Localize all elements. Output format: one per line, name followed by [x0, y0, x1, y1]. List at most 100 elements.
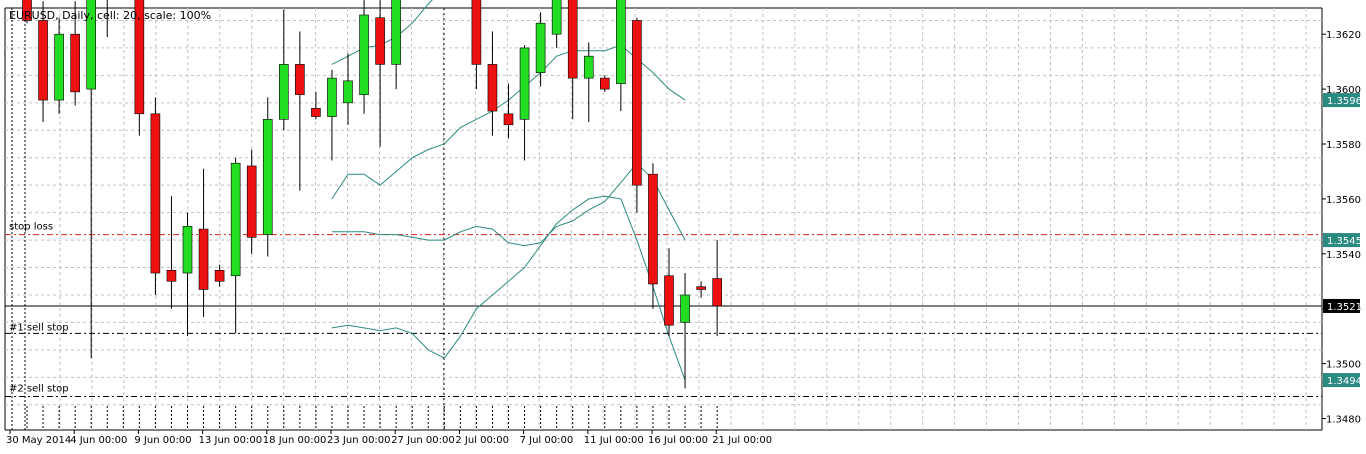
candle[interactable]	[246, 149, 257, 254]
candle[interactable]	[471, 0, 482, 90]
candle-body-bear	[599, 77, 610, 90]
sell-stop-2-label: #2 sell stop	[9, 384, 69, 395]
candle-body-bull	[391, 0, 401, 65]
candle-body-bull	[519, 47, 530, 120]
y-tick-label: 1.3600	[1326, 85, 1361, 96]
candle-body-bear	[295, 64, 305, 95]
current-price-badge: 1.3521	[1323, 298, 1362, 313]
candle[interactable]	[696, 281, 706, 298]
candle[interactable]	[503, 83, 514, 139]
candle[interactable]	[632, 17, 642, 213]
candle-body-bear	[471, 0, 482, 65]
x-tick-label: 23 Jun 00:00	[327, 435, 391, 446]
candle[interactable]	[166, 196, 177, 309]
candle-body-bull	[680, 294, 690, 323]
badge-label: 1.3521	[1327, 302, 1362, 313]
candle-body-bear	[150, 113, 161, 274]
candle-body-bear	[487, 64, 498, 112]
candle[interactable]	[214, 264, 225, 287]
candle[interactable]	[295, 31, 305, 191]
candle[interactable]	[535, 12, 546, 87]
candle[interactable]	[86, 0, 96, 359]
candle[interactable]	[22, 0, 32, 24]
sell-stop-1-label: #1 sell stop	[9, 322, 69, 333]
candle[interactable]	[680, 273, 690, 389]
candle[interactable]	[311, 91, 321, 120]
candle[interactable]	[230, 157, 241, 334]
stop-loss-label: stop loss	[9, 222, 53, 233]
candle[interactable]	[616, 0, 626, 112]
candle[interactable]	[134, 0, 145, 136]
candle-body-bear	[712, 278, 722, 307]
candle[interactable]	[103, 0, 112, 37]
candle[interactable]	[567, 0, 578, 120]
candle-body-bear	[503, 113, 514, 126]
candle-body-bear	[38, 20, 48, 101]
badge-label: 1.3494	[1327, 376, 1362, 387]
candle-body-bear	[198, 228, 209, 290]
band-middle-line	[331, 0, 433, 65]
candle-body-bull	[535, 22, 546, 73]
candle[interactable]	[198, 168, 209, 317]
badge-label: 1.3545	[1327, 236, 1362, 247]
candle-body-bull	[327, 77, 337, 117]
candle-body-bear	[375, 17, 385, 65]
candle-body-bull	[616, 0, 626, 84]
candle-body-bear	[214, 269, 225, 282]
candles	[22, 0, 722, 389]
candle[interactable]	[583, 42, 594, 123]
candle[interactable]	[70, 1, 80, 106]
y-tick-label: 1.3620	[1326, 30, 1361, 41]
candle[interactable]	[664, 248, 674, 337]
y-tick-label: 1.3480	[1326, 415, 1361, 426]
candle[interactable]	[262, 97, 273, 257]
candle[interactable]	[343, 53, 353, 125]
candle[interactable]	[712, 240, 722, 337]
candle[interactable]	[150, 97, 161, 295]
candle[interactable]	[519, 45, 530, 161]
x-tick-label: 18 Jun 00:00	[263, 435, 327, 446]
candle-body-bull	[359, 14, 369, 95]
band-price-badge: 1.3545	[1323, 233, 1362, 248]
candle[interactable]	[278, 9, 289, 131]
x-tick-label: 13 Jun 00:00	[199, 435, 263, 446]
candle[interactable]	[54, 17, 64, 114]
candle[interactable]	[599, 75, 610, 92]
candle[interactable]	[327, 69, 337, 161]
badge-background	[1323, 93, 1360, 108]
candle-body-bull	[86, 0, 96, 90]
badge-background	[1323, 298, 1360, 313]
candle[interactable]	[38, 1, 48, 123]
candle[interactable]	[359, 0, 369, 114]
candle[interactable]	[648, 163, 658, 309]
band-price-badge: 1.3494	[1323, 373, 1362, 388]
band-price-badge: 1.3596	[1323, 93, 1362, 108]
y-tick-label: 1.3540	[1326, 250, 1361, 261]
candle-body-bear	[311, 108, 321, 117]
badge-label: 1.3596	[1327, 96, 1362, 107]
chart-title: EURUSD, Daily, cell: 20, scale: 100%	[9, 9, 211, 22]
candle-body-bear	[664, 275, 674, 326]
candle-body-bear	[696, 286, 706, 290]
candle[interactable]	[182, 212, 193, 337]
candle-body-bear	[70, 33, 80, 93]
candle[interactable]	[487, 31, 498, 136]
x-tick-label: 4 Jun 00:00	[70, 435, 127, 446]
y-tick-label: 1.3560	[1326, 195, 1361, 206]
candle-body-bull	[54, 33, 64, 101]
candle-body-bull	[230, 162, 241, 277]
candle[interactable]	[551, 0, 562, 48]
candle-body-bull	[262, 118, 273, 235]
candle-body-bear	[648, 173, 658, 285]
candle-body-bull	[551, 0, 562, 35]
y-tick-label: 1.3500	[1326, 360, 1361, 371]
candle[interactable]	[391, 0, 401, 90]
candle-body-bull	[278, 64, 289, 120]
candle-body-bear	[632, 20, 642, 186]
band-inner-low-line	[331, 162, 686, 247]
candle-body-bear	[22, 0, 32, 21]
candle[interactable]	[375, 0, 385, 147]
